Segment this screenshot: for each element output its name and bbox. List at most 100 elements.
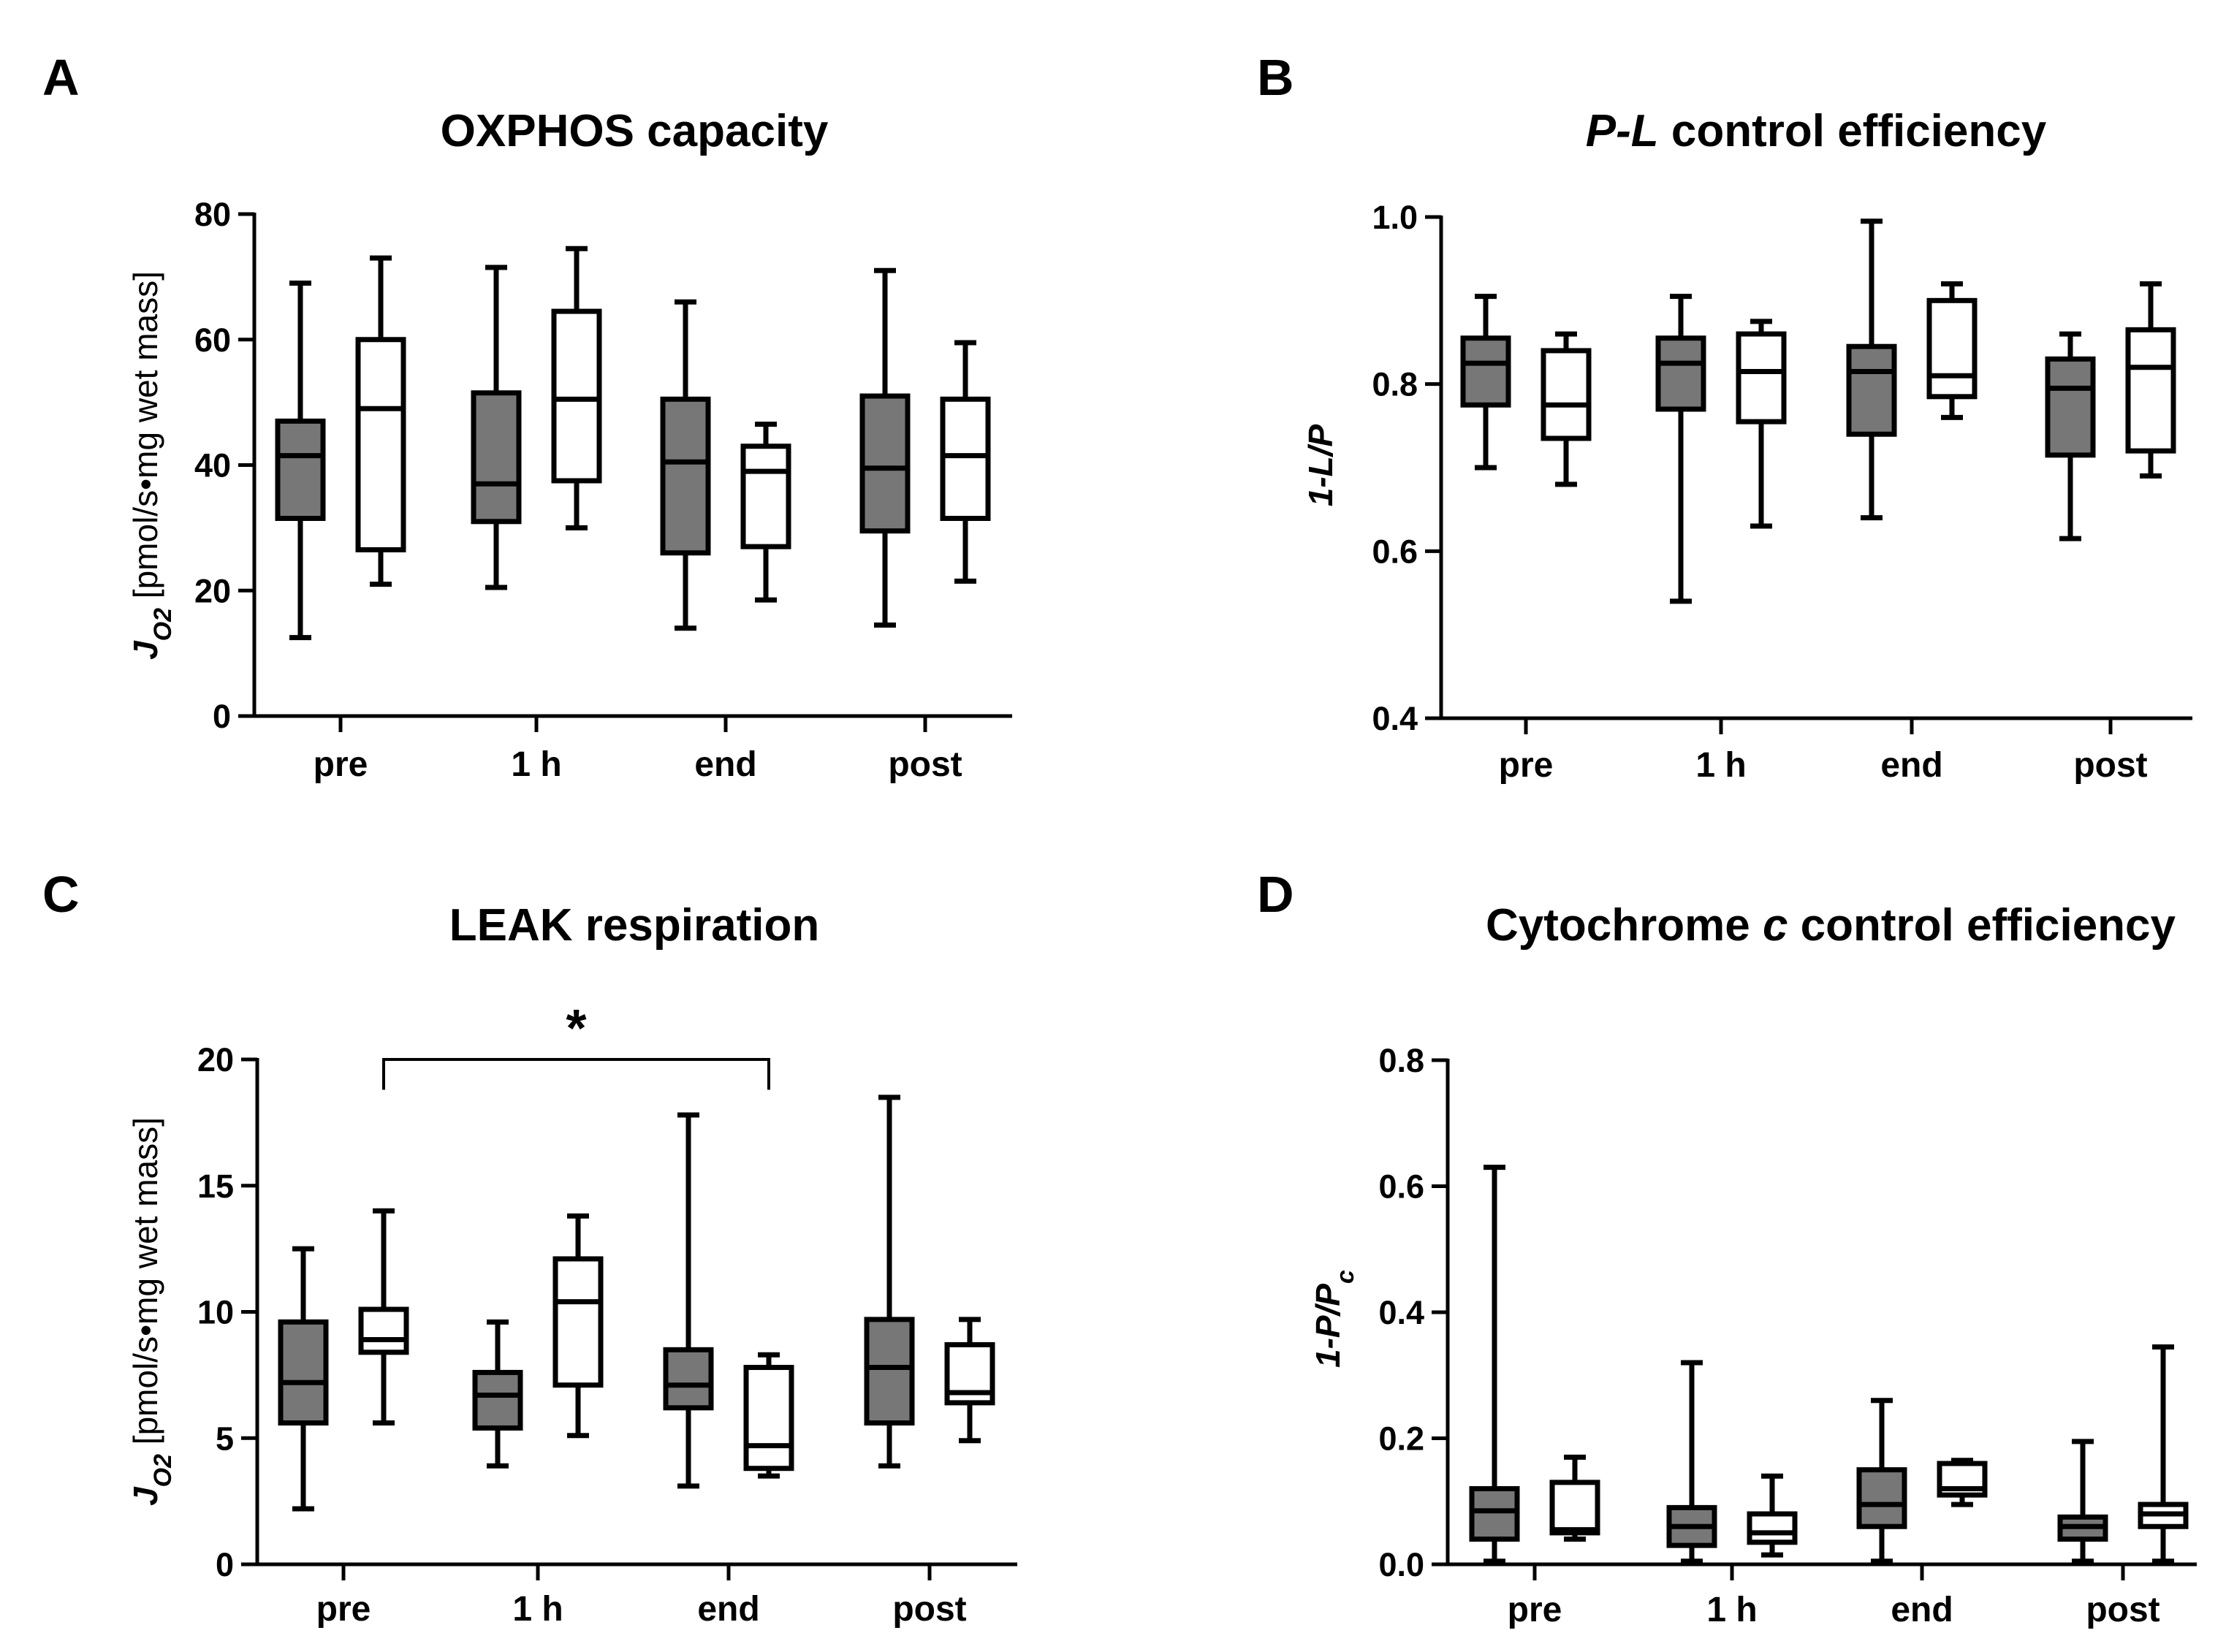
box-iqr [551,308,602,484]
y-tick-label: 0.0 [1378,1546,1424,1583]
box-filled-pre [1469,1165,1520,1564]
box-iqr [2125,327,2176,454]
y-axis-label: 1-P/Pc [1309,1270,1359,1368]
box-open-1-h [1747,1473,1798,1558]
panel-letter: D [1257,866,1294,923]
box-iqr [1736,331,1787,425]
box-filled-1-h [1655,294,1706,604]
panel-b: B P-L control efficiency 0.4 0.6 0.8 1.0 pre 1 … [1257,49,2192,785]
panel-title: LEAK respiration [449,900,819,951]
significance-bracket: * [382,1000,770,1090]
box-iqr [743,1365,794,1472]
box-open-end [1937,1458,1988,1507]
box-iqr [355,337,406,552]
box-open-1-h [552,1213,604,1439]
box-iqr [1747,1511,1798,1545]
bracket-line [382,1058,770,1090]
y-tick-label: 0 [213,698,231,735]
y-tick-label: 20 [194,572,231,609]
panel-title: P-L control efficiency [1586,106,2047,156]
box-open-end [1926,281,1978,420]
box-open-1-h [1736,319,1787,529]
x-tick-label-pre: pre [314,745,368,784]
panel-letter: A [42,49,80,106]
box-filled-end [1856,1398,1907,1564]
box-iqr [663,1347,714,1411]
box-open-post [940,340,991,584]
box-open-post [2125,281,2176,479]
y-tick-label: 5 [216,1420,234,1457]
panel-c: C LEAK respiration 0 5 10 15 20 pre 1 h end post JO… [42,866,1017,1629]
box-open-end [743,1352,794,1479]
box-iqr [864,1317,915,1426]
box-iqr [859,393,911,534]
x-tick-label-end: end [1891,1591,1953,1629]
x-tick-label-pre: pre [316,1590,371,1629]
box-filled-1-h [471,264,522,590]
panel-title: Cytochrome c control efficiency [1486,900,2176,951]
box-open-1-h [551,245,602,530]
x-tick-label-end: end [1880,746,1942,785]
box-iqr [740,444,791,549]
box-iqr [1846,343,1897,437]
y-tick-label: 0.2 [1378,1420,1424,1458]
y-tick-label: 0.4 [1378,1294,1424,1331]
y-tick-label: 0 [216,1546,234,1583]
box-iqr [2045,356,2096,458]
y-tick-label: 0.4 [1372,700,1418,737]
y-tick-label: 40 [194,447,231,484]
box-filled-end [660,299,711,631]
box-filled-post [859,267,911,628]
y-tick-label: 0.6 [1372,533,1418,570]
y-axis-label: 1-L/P [1302,424,1340,506]
y-axis-label: JO2 [pmol/s•mg wet mass] [126,271,177,660]
x-tick-label-post: post [2073,746,2147,785]
x-tick-label-1-h: 1 h [512,1590,563,1629]
panel-letter: B [1257,49,1294,106]
box-filled-end [663,1112,714,1489]
y-axis-label: JO2 [pmol/s•mg wet mass] [126,1117,177,1506]
box-iqr [1541,348,1592,441]
y-tick-label: 20 [197,1041,234,1078]
panel-title: OXPHOS capacity [441,106,829,156]
box-filled-pre [278,1246,329,1512]
box-iqr [1926,297,1978,400]
box-iqr [471,390,522,525]
x-tick-label-end: end [697,1590,759,1629]
box-filled-post [864,1095,915,1469]
y-tick-label: 15 [197,1168,234,1205]
x-tick-label-1-h: 1 h [1695,746,1746,785]
x-tick-label-post: post [888,745,962,784]
box-open-pre [355,255,406,587]
box-iqr [552,1256,604,1388]
y-tick-label: 10 [197,1294,234,1331]
box-iqr [358,1306,409,1355]
y-tick-label: 0.8 [1378,1042,1424,1079]
box-iqr [1460,335,1511,408]
x-tick-label-1-h: 1 h [511,745,561,784]
box-iqr [1856,1467,1907,1529]
x-tick-label-end: end [694,745,756,784]
box-filled-1-h [472,1319,523,1469]
box-open-post [944,1317,995,1444]
box-open-post [2138,1344,2189,1564]
y-tick-label: 0.8 [1372,366,1418,403]
box-open-pre [1541,331,1592,487]
box-filled-1-h [1666,1360,1717,1564]
box-iqr [275,418,326,521]
box-iqr [278,1319,329,1426]
y-tick-label: 80 [194,196,231,233]
box-iqr [1655,335,1706,412]
box-iqr [1469,1486,1520,1542]
box-filled-pre [275,280,326,641]
significance-star: * [566,1000,586,1058]
panel-letter: C [42,866,80,923]
box-iqr [472,1369,523,1431]
box-filled-post [2045,331,2096,541]
x-tick-label-pre: pre [1499,746,1554,785]
box-filled-end [1846,218,1897,521]
x-tick-label-1-h: 1 h [1706,1591,1757,1629]
x-tick-label-post: post [892,1590,966,1629]
box-iqr [660,396,711,556]
